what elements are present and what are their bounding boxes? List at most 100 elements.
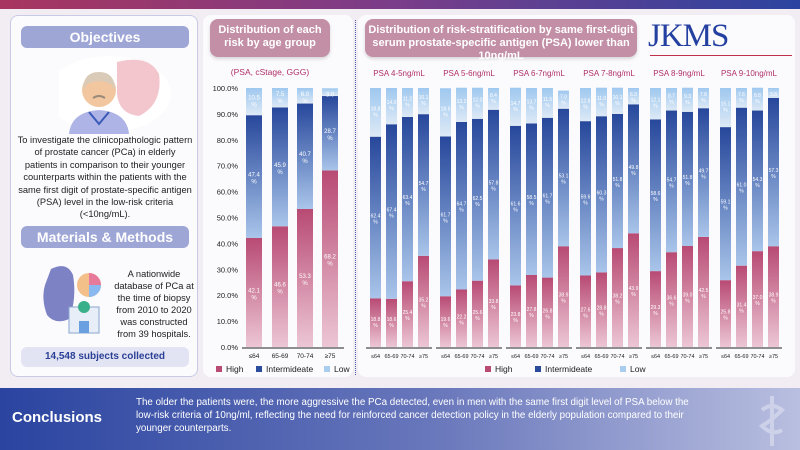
data-label-intermediate: 54.7% bbox=[667, 177, 677, 189]
data-label-intermediate: 63.4% bbox=[403, 195, 413, 207]
data-label-value: 61.7 bbox=[543, 194, 553, 200]
data-label-low: 12.8% bbox=[581, 99, 591, 111]
bar-segment-low bbox=[246, 88, 262, 116]
data-label-intermediate: 49.7% bbox=[699, 169, 709, 181]
data-label-value: 13.2 bbox=[457, 99, 467, 105]
data-label-intermediate: 54.7% bbox=[419, 181, 429, 193]
bar-segment-intermediate bbox=[628, 104, 639, 234]
data-label-unit: % bbox=[583, 105, 588, 111]
data-label-unit: % bbox=[475, 316, 480, 322]
subjects-count-badge: 14,548 subjects collected bbox=[21, 347, 189, 367]
data-label-unit: % bbox=[277, 99, 283, 105]
data-label-unit: % bbox=[669, 99, 674, 105]
data-label-high: 36.6% bbox=[667, 296, 677, 308]
data-label-unit: % bbox=[739, 308, 744, 314]
data-label-unit: % bbox=[443, 112, 448, 118]
data-label-value: 60.3 bbox=[597, 190, 607, 196]
data-label-high: 39.0% bbox=[683, 292, 693, 304]
bar-segment-intermediate bbox=[246, 115, 262, 238]
data-label-value: 7.5 bbox=[276, 92, 285, 98]
data-label-value: 42.5 bbox=[699, 288, 709, 294]
data-label-high: 46.6% bbox=[274, 283, 286, 296]
y-tick-label: 40.0% bbox=[217, 239, 239, 248]
data-label-unit: % bbox=[459, 320, 464, 326]
data-label-low: 3.0 bbox=[326, 92, 335, 98]
data-label-unit: % bbox=[475, 103, 480, 109]
data-label-unit: % bbox=[685, 100, 690, 106]
data-label-unit: % bbox=[459, 105, 464, 111]
data-label-unit: % bbox=[405, 201, 410, 207]
bar-segment-high bbox=[752, 251, 763, 347]
data-label-value: 12.8 bbox=[581, 99, 591, 105]
data-label-low: 12.0% bbox=[473, 97, 483, 109]
x-tick-label: ≥75 bbox=[629, 354, 638, 360]
data-label-unit: % bbox=[302, 99, 308, 105]
bar-segment-low bbox=[558, 90, 569, 109]
bar-segment-low bbox=[736, 88, 747, 108]
data-label-value: 9.3 bbox=[684, 94, 691, 100]
data-label-value: 37.0 bbox=[753, 295, 763, 301]
objectives-methods-panel: Objectives To investigate the clinicopat… bbox=[10, 15, 198, 377]
data-label-value: 38.2 bbox=[613, 294, 623, 300]
data-label-unit: % bbox=[459, 208, 464, 214]
data-label-unit: % bbox=[669, 302, 674, 308]
data-label-low: 13.7% bbox=[527, 100, 537, 112]
x-tick-label: 65-69 bbox=[272, 353, 289, 360]
data-label-value: 54.7 bbox=[419, 181, 429, 187]
x-tick-label: 65-69 bbox=[524, 354, 538, 360]
bar-segment-intermediate bbox=[526, 123, 537, 275]
x-tick-label: 70-74 bbox=[400, 354, 414, 360]
conclusions-heading: Conclusions bbox=[12, 409, 103, 426]
bar-segment-low bbox=[370, 88, 381, 137]
data-label-intermediate: 64.7% bbox=[457, 202, 467, 214]
data-label-low: 12.1% bbox=[651, 98, 661, 110]
bar-segment-intermediate bbox=[666, 110, 677, 253]
data-label-high: 19.6% bbox=[441, 317, 451, 329]
bar-segment-low bbox=[580, 88, 591, 122]
data-label-unit: % bbox=[561, 101, 566, 107]
x-tick-label: ≥75 bbox=[559, 354, 568, 360]
age-group-chart-subtitle: (PSA, cStage, GGG) bbox=[230, 67, 310, 77]
x-tick-label: ≥75 bbox=[769, 354, 778, 360]
panel-divider bbox=[355, 20, 356, 375]
bar-segment-high bbox=[272, 226, 288, 347]
data-label-intermediate: 51.8% bbox=[683, 175, 693, 187]
data-label-high: 38.2% bbox=[613, 294, 623, 306]
y-tick-label: 60.0% bbox=[217, 188, 239, 197]
legend-label: High bbox=[226, 364, 244, 374]
data-label-high: 38.9% bbox=[769, 293, 779, 305]
data-label-unit: % bbox=[653, 104, 658, 110]
data-label-unit: % bbox=[421, 101, 426, 107]
jkms-logo: JKMS bbox=[648, 18, 729, 54]
y-tick-label: 100.0% bbox=[213, 84, 239, 93]
bar-segment-high bbox=[650, 271, 661, 347]
data-label-unit: % bbox=[615, 300, 620, 306]
elderly-patient-illustration bbox=[59, 56, 171, 134]
data-label-value: 12.1 bbox=[651, 98, 661, 104]
data-label-unit: % bbox=[545, 314, 550, 320]
x-tick-label: ≤64 bbox=[581, 354, 590, 360]
data-label-value: 53.1 bbox=[559, 173, 569, 179]
bar-segment-low bbox=[272, 88, 288, 108]
data-label-value: 7.0 bbox=[560, 95, 567, 101]
data-label-unit: % bbox=[723, 206, 728, 212]
psa-group-label: PSA 7-8ng/mL bbox=[583, 69, 635, 78]
data-label-value: 59.1 bbox=[721, 200, 731, 206]
data-label-value: 25.6 bbox=[473, 310, 483, 316]
data-label-unit: % bbox=[389, 214, 394, 220]
data-label-unit: % bbox=[491, 99, 496, 105]
x-tick-label: ≥75 bbox=[325, 353, 336, 360]
bar-segment-intermediate bbox=[558, 108, 569, 247]
x-tick-label: 65-69 bbox=[664, 354, 678, 360]
data-label-unit: % bbox=[653, 197, 658, 203]
data-label-intermediate: 53.1% bbox=[559, 173, 569, 185]
bar-segment-intermediate bbox=[440, 136, 451, 297]
y-tick-label: 0.0% bbox=[221, 343, 238, 352]
x-tick-label: ≤64 bbox=[511, 354, 520, 360]
data-label-intermediate: 59.6% bbox=[581, 194, 591, 206]
objectives-text: To investigate the clinicopathologic pat… bbox=[17, 135, 193, 220]
data-label-value: 23.8 bbox=[511, 312, 521, 318]
bar-segment-intermediate bbox=[768, 97, 779, 247]
x-tick-label: ≤64 bbox=[441, 354, 450, 360]
data-label-value: 10.5 bbox=[248, 96, 260, 102]
